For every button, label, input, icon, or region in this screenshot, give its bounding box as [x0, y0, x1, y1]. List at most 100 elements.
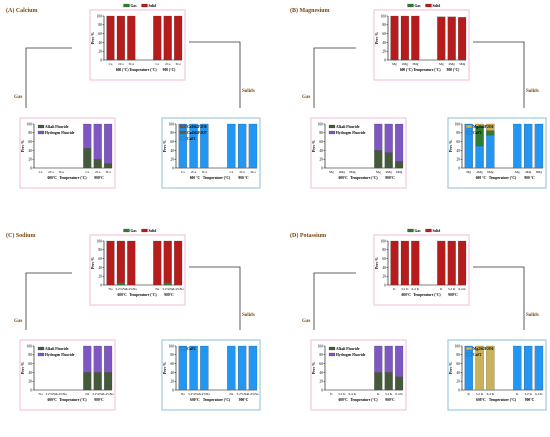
group-label-A-gas: 600°C — [47, 176, 57, 180]
x-tick-label-C-top: Na — [109, 287, 113, 291]
y-tick-label-A-top: 100 — [97, 14, 103, 18]
x-axis-label-C-top: Temperature (°C) — [129, 293, 157, 297]
y-axis-label-B-gas: Perc % — [312, 140, 316, 152]
y-tick-label-D-top: 40 — [382, 266, 386, 270]
group-label-C-solid: 600°C — [190, 398, 200, 402]
y-tick-label-A-gas: 80 — [28, 131, 32, 135]
legend-swatch-C-top — [123, 228, 130, 233]
bar-C-solid-1-caf2 — [189, 345, 198, 391]
x-tick-label-B-solid: 4Mg — [476, 170, 483, 174]
y-tick-label-B-gas: 60 — [319, 140, 323, 144]
x-tick-label-D-solid: 3.2 K — [524, 392, 532, 396]
x-tick-label-A-gas: Ca — [39, 170, 43, 174]
bar-A-gas-3-hydrogen-fluoride — [83, 123, 92, 149]
bar-D-top-0-solid — [390, 240, 399, 286]
bar-C-top-1-gas — [116, 282, 125, 286]
x-tick-label-C-top: 3.2%Na — [115, 287, 127, 291]
bar-D-top-5-solid — [458, 240, 467, 286]
x-tick-label-D-gas: 6.4 K — [395, 392, 403, 396]
bar-C-gas-4-alkali-fluoride — [93, 372, 102, 391]
chart-frame-A-solid — [161, 117, 261, 189]
bar-B-top-5-solid — [458, 17, 467, 61]
legend-swatch-A-solid — [179, 130, 187, 135]
y-tick-label-B-gas: 80 — [319, 131, 323, 135]
bar-B-gas-5-hydrogen-fluoride — [395, 123, 404, 162]
bar-D-top-3-solid — [437, 240, 446, 286]
bar-D-top-1-solid — [400, 240, 409, 286]
group-label-C-top: 600°C — [117, 293, 127, 297]
legend-swatch-A-gas — [37, 130, 45, 135]
x-tick-label-D-top: 6.4 K — [458, 287, 466, 291]
y-tick-label-C-gas: 20 — [28, 380, 32, 384]
group-label-D-top: 600°C — [401, 293, 411, 297]
group-label-A-solid: 900 °C — [238, 176, 249, 180]
gas-branch-label-D: Gas — [302, 319, 310, 324]
y-tick-label-C-solid: 20 — [170, 380, 174, 384]
group-label-C-gas: 900°C — [94, 398, 104, 402]
legend-swatch-D-solid — [465, 346, 473, 351]
x-tick-label-B-gas: 6Mg — [349, 170, 356, 174]
group-label-D-top: 900°C — [448, 293, 458, 297]
x-tick-label-A-solid: Ca — [181, 170, 185, 174]
chart-frame-A-gas — [19, 117, 116, 189]
legend-label-C-top: Solid — [149, 229, 157, 233]
x-tick-label-C-solid: 6.4%Na — [247, 392, 259, 396]
x-tick-label-C-top: 3.2%Na — [162, 287, 174, 291]
y-tick-label-C-gas: 80 — [28, 353, 32, 357]
y-tick-label-C-gas: 40 — [28, 371, 32, 375]
legend-label-B-gas: Alkali Fluoride — [336, 125, 360, 129]
x-tick-label-B-gas: 4Mg — [385, 170, 392, 174]
legend-label-A-top: Gas — [131, 4, 138, 8]
x-tick-label-A-gas: 3Ca — [105, 170, 111, 174]
legend-swatch-C-solid — [179, 346, 187, 351]
y-tick-label-C-gas: 0 — [30, 388, 32, 392]
y-tick-label-D-solid: 100 — [455, 344, 461, 348]
bar-C-solid-0-caf2 — [178, 345, 187, 391]
x-tick-label-A-gas: 2Ca — [48, 170, 54, 174]
bar-B-gas-3-hydrogen-fluoride — [374, 123, 383, 151]
y-tick-label-D-gas: 100 — [318, 344, 324, 348]
x-tick-label-B-top: 2Mg — [448, 62, 455, 66]
legend-label-A-gas: Hydrogen Fluoride — [45, 131, 75, 135]
bar-B-top-4-solid — [447, 16, 456, 61]
x-tick-label-A-gas: Ca — [85, 170, 89, 174]
bar-C-top-3-solid — [153, 240, 162, 286]
x-tick-label-A-top: Ca — [155, 62, 159, 66]
y-tick-label-A-top: 60 — [98, 32, 102, 36]
x-axis-label-C-solid: Temperature (°C) — [203, 398, 231, 402]
legend-label-C-gas: Hydrogen Fluoride — [45, 353, 75, 357]
y-tick-label-C-top: 100 — [97, 239, 103, 243]
legend-swatch-D-gas — [328, 346, 336, 351]
x-tick-label-A-solid: 2Ca — [191, 170, 197, 174]
x-axis-label-D-solid: Temperature (°C) — [489, 398, 517, 402]
y-tick-label-B-solid: 100 — [455, 122, 461, 126]
bar-C-gas-5-hydrogen-fluoride — [104, 345, 113, 373]
y-tick-label-A-top: 40 — [98, 41, 102, 45]
bar-B-top-2-solid — [411, 15, 420, 61]
legend-swatch-B-gas — [328, 130, 336, 135]
y-tick-label-D-gas: 60 — [319, 362, 323, 366]
y-tick-label-B-solid: 60 — [456, 140, 460, 144]
y-tick-label-D-solid: 60 — [456, 362, 460, 366]
x-tick-label-B-gas: 4Mg — [339, 170, 346, 174]
x-tick-label-D-gas: 3.2 K — [385, 392, 393, 396]
x-tick-label-C-gas: 6.4%Na — [103, 392, 115, 396]
x-axis-label-A-top: Temperature (°C) — [129, 68, 157, 72]
bar-B-top-3-solid — [437, 16, 446, 61]
y-tick-label-C-gas: 100 — [27, 344, 33, 348]
legend-label-A-solid: Ca4Si2F2O7 — [187, 131, 207, 135]
legend-label-A-solid: CaF2 — [187, 137, 196, 141]
x-tick-label-C-solid: Na — [229, 392, 233, 396]
bar-C-top-1-solid — [116, 240, 125, 283]
y-tick-label-C-solid: 0 — [172, 388, 174, 392]
y-tick-label-C-top: 40 — [98, 266, 102, 270]
x-tick-label-B-gas: Mg — [376, 170, 381, 174]
bar-D-gas-4-hydrogen-fluoride — [384, 345, 393, 373]
bar-D-gas-5-hydrogen-fluoride — [395, 345, 404, 377]
legend-label-D-gas: Alkali Fluoride — [336, 347, 360, 351]
y-tick-label-D-solid: 40 — [456, 371, 460, 375]
panel-title-C: (C) Sodium — [6, 232, 36, 239]
x-tick-label-C-top: Na — [155, 287, 159, 291]
x-tick-label-C-gas: 3.2%Na — [92, 392, 104, 396]
x-tick-label-B-gas: Mg — [329, 170, 334, 174]
